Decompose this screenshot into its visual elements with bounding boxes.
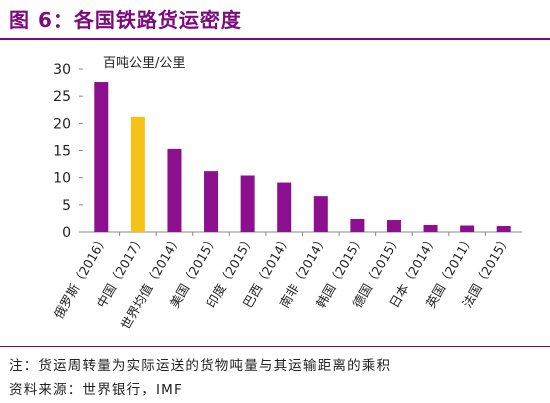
bar [94,82,109,232]
y-tick-label: 15 [53,144,71,160]
bar [423,224,438,232]
title-divider [0,38,550,40]
bar [240,175,255,232]
bar [313,196,328,232]
bar [167,148,182,232]
y-tick-label: 20 [53,116,71,132]
y-tick-label: 5 [62,198,71,214]
bar [277,182,292,232]
y-tick-label: 25 [53,89,71,105]
bar [460,225,475,232]
bar [496,226,511,232]
bar-chart: 百吨公里/公里 0 5 10 15 20 25 30 俄罗斯（2016）中国（2017）世界… [51,56,522,332]
y-tick-label: 30 [53,62,71,78]
bar [130,116,145,232]
bar [350,218,365,232]
footnote: 注：货运周转量为实际运送的货物吨量与其运输距离的乘积 [9,358,392,374]
bar [386,220,401,232]
y-tick-label: 10 [53,171,71,187]
bar-series [94,82,511,232]
y-tick-label: 0 [62,225,71,241]
bar [204,171,219,232]
source-note: 资料来源：世界银行，IMF [9,382,183,398]
x-axis: 俄罗斯（2016）中国（2017）世界均值（2014）美国（2015）印度（20… [51,232,514,332]
footer-divider [0,346,550,347]
figure-title: 图 6：各国铁路货运密度 [9,8,242,32]
y-axis: 0 5 10 15 20 25 30 [53,62,83,241]
y-axis-label: 百吨公里/公里 [103,56,185,71]
